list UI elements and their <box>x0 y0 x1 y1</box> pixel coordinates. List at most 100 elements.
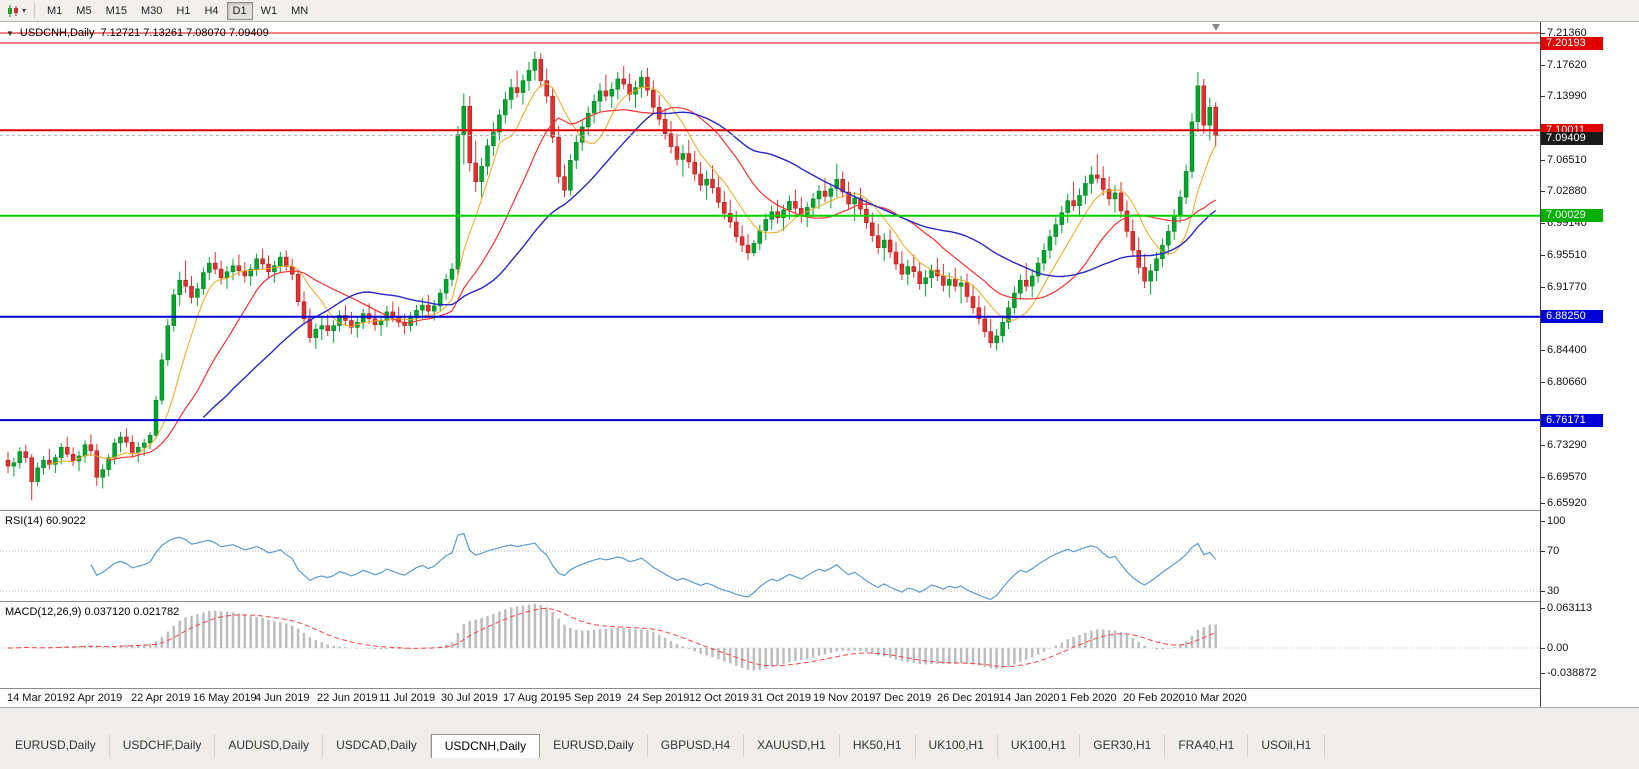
candle-body <box>485 145 490 167</box>
chart-tab-uk100-h1[interactable]: UK100,H1 <box>916 734 998 757</box>
candle-body <box>994 335 999 344</box>
candle-body <box>881 239 887 248</box>
price-scale[interactable]: 7.21360 7.17620 7.13990 7.06510 7.02880 6.991… <box>1540 22 1639 707</box>
candle-body <box>473 162 478 182</box>
rsi-scale-label: 70 <box>1540 545 1560 557</box>
candle-body <box>70 453 76 462</box>
chart-tab-ger30-h1[interactable]: GER30,H1 <box>1080 734 1166 757</box>
chart-tab-xauusd-h1[interactable]: XAUUSD,H1 <box>744 734 840 757</box>
macd-signal-line <box>8 607 1216 668</box>
macd-label: MACD(12,26,9) 0.037120 0.021782 <box>5 606 180 618</box>
timeframe-button-m30[interactable]: M30 <box>140 4 163 17</box>
chart-tab-usdcad-daily[interactable]: USDCAD,Daily <box>323 734 431 757</box>
candle-body <box>668 133 674 147</box>
chart-tab-usdcnh-daily[interactable]: USDCNH,Daily <box>430 734 541 758</box>
slow-ma-line <box>202 111 1217 418</box>
collapse-chart-icon[interactable]: ▼ <box>6 28 14 38</box>
candle-body <box>988 331 993 344</box>
candle-body <box>899 263 905 275</box>
price-scale-label: 7.06510 <box>1541 154 1587 167</box>
rsi-indicator-panel[interactable] <box>0 511 1540 601</box>
chart-symbol-title: USDCNH,Daily <box>19 27 95 39</box>
candle-body <box>224 271 230 278</box>
candle-body <box>822 190 828 197</box>
macd-indicator-panel[interactable] <box>0 602 1540 688</box>
timeframe-button-h4[interactable]: H4 <box>204 4 219 17</box>
chart-tab-eurusd-daily[interactable]: EURUSD,Daily <box>540 734 648 757</box>
chart-tab-gbpusd-h4[interactable]: GBPUSD,H4 <box>648 734 745 757</box>
candle-body <box>295 273 301 302</box>
candle-body <box>1012 292 1017 308</box>
candle-body <box>834 178 840 189</box>
price-scale-label: 7.21360 <box>1541 27 1587 39</box>
candle-body <box>947 279 952 286</box>
chart-tab-usdchf-daily[interactable]: USDCHF,Daily <box>110 734 216 757</box>
timeframe-button-mn[interactable]: MN <box>291 4 309 17</box>
candle-body <box>1000 321 1005 337</box>
candle-body <box>248 268 253 277</box>
candle-body <box>236 265 242 272</box>
timeframe-button-m15[interactable]: M15 <box>105 4 127 17</box>
candle-body <box>710 178 715 188</box>
date-axis[interactable]: 14 Mar 2019 2 Apr 2019 22 Apr 2019 16 May 2… <box>0 690 1540 707</box>
candle-body <box>337 315 342 326</box>
candle-body <box>41 459 46 469</box>
chart-tab-audusd-daily[interactable]: AUDUSD,Daily <box>215 734 324 757</box>
candle-body <box>621 78 626 85</box>
timeframe-button-m5[interactable]: M5 <box>76 4 92 17</box>
candle-body <box>1077 195 1082 206</box>
candle-body <box>733 221 739 237</box>
candle-body <box>130 441 135 453</box>
candle-body <box>189 285 194 298</box>
candle-body <box>207 262 212 273</box>
chart-tab-uk100-h1[interactable]: UK100,H1 <box>998 734 1081 757</box>
candle-body <box>1041 250 1047 264</box>
candle-body <box>201 272 206 290</box>
candle-body <box>1142 267 1147 282</box>
candle-body <box>195 288 200 298</box>
candle-body <box>1059 212 1065 225</box>
chart-title-overlay: ▼ USDCNH,Daily 7.12721 7.13261 7.08070 7… <box>6 27 269 39</box>
main-price-chart[interactable] <box>0 22 1540 510</box>
chart-tab-hk50-h1[interactable]: HK50,H1 <box>840 734 916 757</box>
timeframe-button-h1[interactable]: H1 <box>176 4 191 17</box>
candle-body <box>1136 250 1141 268</box>
date-label: 31 Oct 2019 <box>751 692 811 704</box>
candle-body <box>556 136 561 177</box>
candle-body <box>1213 106 1218 136</box>
panel-divider[interactable] <box>0 510 1639 511</box>
candle-body <box>455 134 461 270</box>
chart-window: ▼ USDCNH,Daily 7.12721 7.13261 7.08070 7… <box>0 22 1639 707</box>
candle-body <box>378 320 384 326</box>
candle-body <box>651 89 656 108</box>
timeframe-button-w1[interactable]: W1 <box>260 4 278 17</box>
candle-body <box>106 457 111 470</box>
candle-body <box>781 209 786 218</box>
candle-body <box>905 266 911 275</box>
candle-body <box>94 450 100 478</box>
date-label: 2 Apr 2019 <box>69 692 123 704</box>
chart-type-button[interactable]: ▾ <box>3 3 29 19</box>
chart-tab-fra40-h1[interactable]: FRA40,H1 <box>1165 734 1249 757</box>
candle-body <box>627 83 632 95</box>
macd-scale-label: 0.00 <box>1540 642 1569 654</box>
candle-body <box>497 114 502 133</box>
candle-body <box>319 325 325 330</box>
candle-body <box>639 76 644 88</box>
candle-body <box>372 318 378 326</box>
candle-body <box>674 146 680 160</box>
candle-body <box>1035 262 1041 277</box>
date-label: 24 Sep 2019 <box>627 692 690 704</box>
candle-body <box>858 197 863 210</box>
bottom-bar: EURUSD,Daily USDCHF,Daily AUDUSD,Daily USDC… <box>0 707 1639 769</box>
chart-tab-usoil-h1[interactable]: USOil,H1 <box>1248 734 1326 757</box>
toolbar-separator <box>34 3 36 18</box>
timeframe-button-d1[interactable]: D1 <box>226 1 253 20</box>
candle-body <box>787 201 792 211</box>
timeframe-button-m1[interactable]: M1 <box>47 4 63 17</box>
candle-body <box>29 457 34 482</box>
chart-tab-eurusd-daily[interactable]: EURUSD,Daily <box>2 734 110 757</box>
panel-divider[interactable] <box>0 601 1639 602</box>
candle-body <box>698 173 703 186</box>
candle-body <box>716 187 721 203</box>
